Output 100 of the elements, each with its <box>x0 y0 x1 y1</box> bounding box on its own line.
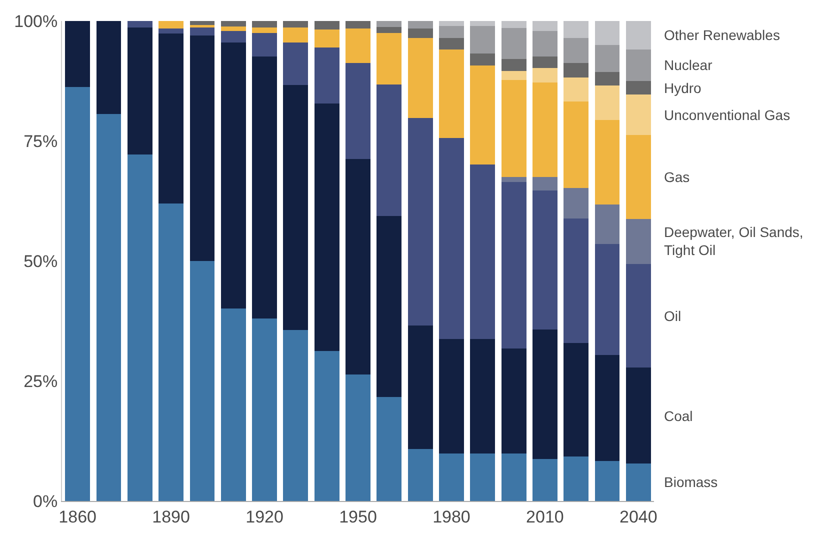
bar <box>594 204 620 244</box>
bar <box>346 21 370 29</box>
bar <box>65 21 90 87</box>
bar <box>283 28 308 43</box>
series-label: Gas <box>664 169 690 185</box>
bar <box>439 138 464 340</box>
bar <box>408 325 433 450</box>
bar <box>532 21 558 32</box>
bar <box>220 308 246 501</box>
series-label: Biomass <box>664 474 718 490</box>
bar <box>96 114 122 501</box>
bar <box>376 396 402 501</box>
bar <box>190 21 215 25</box>
series-label: Oil <box>664 308 682 324</box>
bar <box>158 33 184 204</box>
bar <box>532 82 558 177</box>
bar <box>252 28 277 33</box>
y-tick-label: 0% <box>33 492 58 511</box>
bar <box>532 330 558 459</box>
bar <box>283 84 308 330</box>
bar <box>190 35 215 261</box>
bar <box>408 38 433 118</box>
bar <box>626 264 651 368</box>
bar <box>408 449 433 501</box>
bar <box>594 355 620 462</box>
x-tick-label: 1980 <box>432 507 470 526</box>
series-label: Hydro <box>664 80 702 96</box>
bar <box>314 104 340 351</box>
bar <box>626 81 651 94</box>
bar <box>564 21 589 38</box>
bar <box>439 49 464 138</box>
bar <box>501 182 526 348</box>
y-tick-label: 25% <box>24 372 58 391</box>
bar <box>501 21 526 28</box>
x-tick-label: 2010 <box>526 507 564 526</box>
bar <box>408 118 433 326</box>
bar <box>376 216 402 397</box>
bar <box>564 102 589 188</box>
bar <box>626 49 651 81</box>
bar <box>594 72 620 86</box>
bar <box>594 21 620 45</box>
bar <box>314 21 340 30</box>
bar <box>626 21 651 50</box>
bar <box>470 26 496 54</box>
bar <box>626 134 651 219</box>
bar <box>346 63 370 160</box>
bar <box>220 31 246 43</box>
series-label: Nuclear <box>664 57 713 73</box>
bar <box>532 68 558 82</box>
bar <box>564 188 589 218</box>
bar <box>314 47 340 104</box>
series-label: Coal <box>664 408 693 424</box>
bar <box>283 42 308 85</box>
bar <box>158 203 184 501</box>
bar <box>346 159 370 374</box>
bar <box>470 339 496 454</box>
bar <box>439 21 464 26</box>
bar <box>127 28 152 154</box>
bar <box>252 318 277 501</box>
bar <box>252 21 277 28</box>
bar <box>564 343 589 456</box>
x-tick-label: 1950 <box>339 507 377 526</box>
series-label: Deepwater, Oil Sands, Tight Oil <box>664 224 804 258</box>
y-tick-label: 75% <box>24 132 58 151</box>
bar <box>439 38 464 50</box>
bar <box>594 461 620 501</box>
bar <box>626 218 651 264</box>
bar <box>158 21 184 29</box>
bar <box>501 58 526 71</box>
bar <box>594 45 620 72</box>
bar <box>220 26 246 32</box>
bar <box>346 374 370 501</box>
bar <box>564 456 589 501</box>
bar <box>376 26 402 33</box>
bar <box>470 453 496 501</box>
bar <box>532 31 558 57</box>
bar <box>470 54 496 66</box>
x-tick-label: 1920 <box>246 507 284 526</box>
bar <box>501 177 526 182</box>
bar <box>501 348 526 454</box>
bar <box>564 218 589 344</box>
bar <box>501 70 526 80</box>
bar <box>564 78 589 102</box>
bar <box>220 21 246 26</box>
bar <box>283 330 308 501</box>
bar <box>376 21 402 27</box>
bar <box>65 86 90 501</box>
series-label: Unconventional Gas <box>664 107 790 123</box>
bar <box>626 368 651 464</box>
bar <box>626 94 651 135</box>
bar <box>470 164 496 340</box>
bar <box>532 177 558 190</box>
series-label: Other Renewables <box>664 27 780 43</box>
bar <box>439 26 464 38</box>
bar <box>501 453 526 501</box>
bar <box>594 120 620 204</box>
bar <box>252 33 277 57</box>
bar <box>594 244 620 356</box>
bar <box>532 56 558 68</box>
bar <box>190 28 215 36</box>
